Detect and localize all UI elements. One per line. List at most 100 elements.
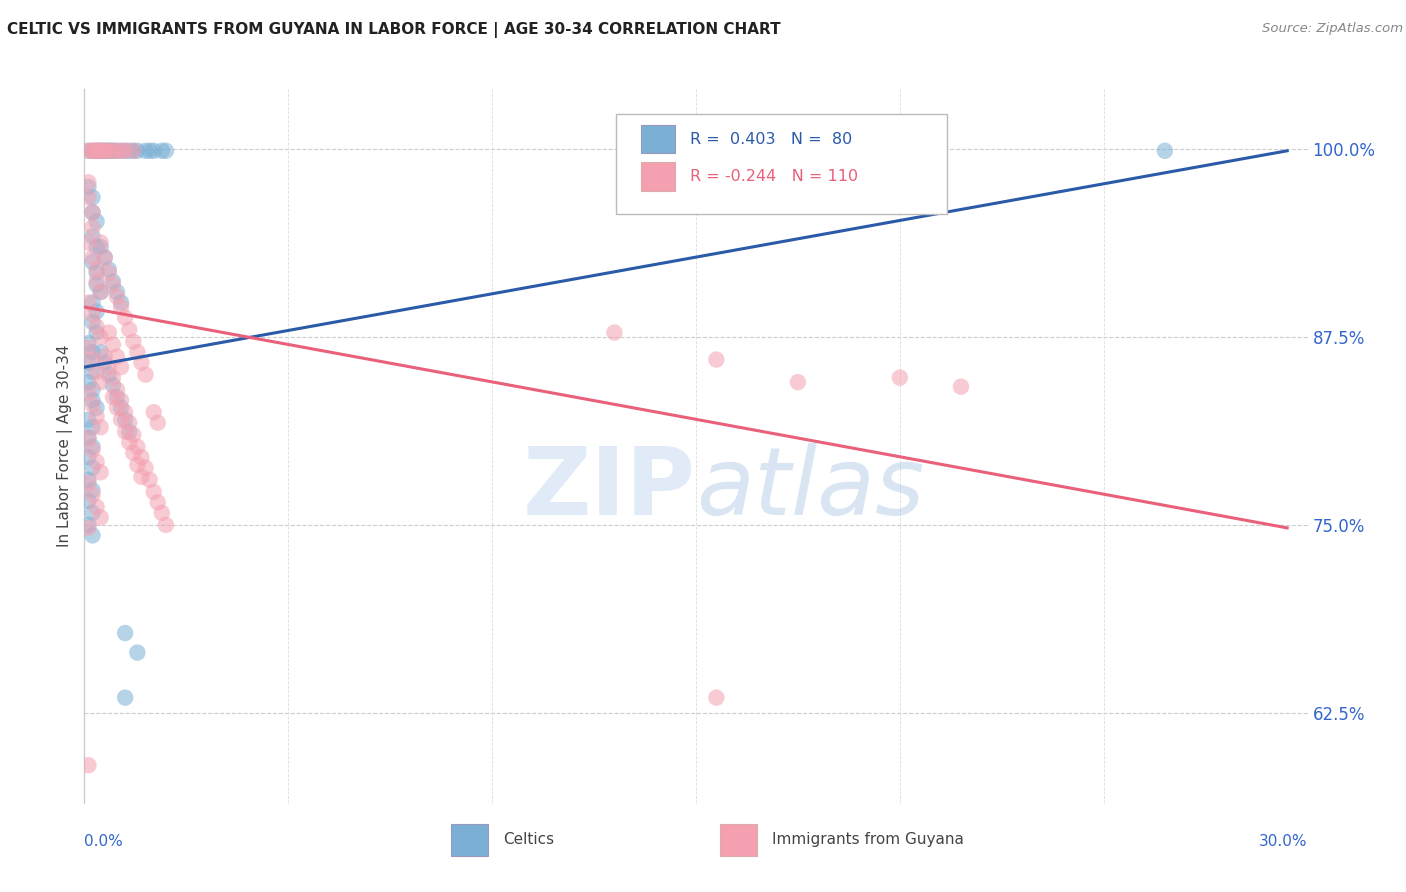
Point — [127, 144, 149, 158]
Point — [90, 144, 112, 158]
Point — [97, 265, 120, 279]
Point — [90, 345, 112, 359]
Point — [86, 275, 108, 289]
Point — [118, 322, 141, 336]
Point — [77, 356, 100, 370]
Point — [86, 409, 108, 424]
Point — [90, 285, 112, 299]
Point — [706, 352, 728, 367]
Point — [101, 144, 124, 158]
Point — [82, 295, 104, 310]
Point — [122, 446, 145, 460]
Point — [82, 383, 104, 397]
Text: CELTIC VS IMMIGRANTS FROM GUYANA IN LABOR FORCE | AGE 30-34 CORRELATION CHART: CELTIC VS IMMIGRANTS FROM GUYANA IN LABO… — [7, 22, 780, 38]
Point — [135, 144, 157, 158]
Point — [82, 190, 104, 204]
Point — [101, 144, 124, 158]
Point — [105, 383, 128, 397]
Point — [82, 506, 104, 520]
Point — [77, 341, 100, 355]
Point — [146, 416, 169, 430]
Point — [118, 425, 141, 439]
Point — [1154, 144, 1177, 158]
Point — [82, 483, 104, 498]
Point — [131, 356, 153, 370]
Point — [122, 144, 145, 158]
Point — [77, 473, 100, 487]
Point — [77, 295, 100, 310]
Point — [150, 144, 173, 158]
FancyBboxPatch shape — [641, 125, 675, 153]
Point — [77, 235, 100, 250]
Point — [77, 450, 100, 465]
Point — [77, 336, 100, 351]
Point — [93, 251, 117, 265]
Point — [77, 493, 100, 508]
Point — [82, 420, 104, 434]
Point — [77, 179, 100, 194]
Point — [101, 337, 124, 351]
Point — [110, 144, 132, 158]
Point — [90, 240, 112, 254]
Point — [77, 521, 100, 535]
Point — [142, 405, 165, 419]
Point — [90, 375, 112, 389]
Point — [90, 144, 112, 158]
Point — [155, 517, 177, 532]
Point — [86, 277, 108, 292]
Point — [114, 144, 136, 158]
Point — [82, 144, 104, 158]
Point — [82, 352, 104, 367]
Point — [97, 360, 120, 375]
Point — [86, 265, 108, 279]
Point — [82, 488, 104, 502]
Point — [105, 350, 128, 364]
Point — [105, 289, 128, 303]
Point — [86, 455, 108, 469]
Point — [93, 144, 117, 158]
Point — [82, 205, 104, 219]
Point — [82, 345, 104, 359]
Point — [114, 425, 136, 439]
Point — [101, 370, 124, 384]
Point — [82, 365, 104, 379]
Text: 0.0%: 0.0% — [84, 834, 124, 849]
Point — [82, 144, 104, 158]
Point — [97, 144, 120, 158]
Point — [86, 144, 108, 158]
Point — [118, 416, 141, 430]
Point — [122, 144, 145, 158]
Point — [110, 401, 132, 415]
Point — [101, 275, 124, 289]
Point — [101, 378, 124, 392]
Point — [77, 190, 100, 204]
Text: Source: ZipAtlas.com: Source: ZipAtlas.com — [1263, 22, 1403, 36]
Point — [82, 229, 104, 244]
Point — [77, 144, 100, 158]
Text: R =  0.403   N =  80: R = 0.403 N = 80 — [690, 132, 852, 146]
Point — [82, 460, 104, 475]
Point — [127, 458, 149, 472]
Point — [93, 144, 117, 158]
Point — [114, 144, 136, 158]
Point — [127, 345, 149, 359]
Point — [110, 393, 132, 408]
Point — [90, 330, 112, 344]
Y-axis label: In Labor Force | Age 30-34: In Labor Force | Age 30-34 — [58, 344, 73, 548]
Point — [86, 214, 108, 228]
Point — [82, 315, 104, 329]
Point — [135, 368, 157, 382]
Point — [105, 401, 128, 415]
Point — [142, 484, 165, 499]
Point — [97, 144, 120, 158]
Point — [950, 379, 973, 393]
Point — [105, 285, 128, 299]
Point — [82, 308, 104, 322]
Point — [787, 375, 810, 389]
Point — [77, 413, 100, 427]
Point — [142, 144, 165, 158]
FancyBboxPatch shape — [720, 824, 758, 856]
Point — [122, 427, 145, 442]
Point — [82, 440, 104, 454]
Point — [86, 500, 108, 514]
